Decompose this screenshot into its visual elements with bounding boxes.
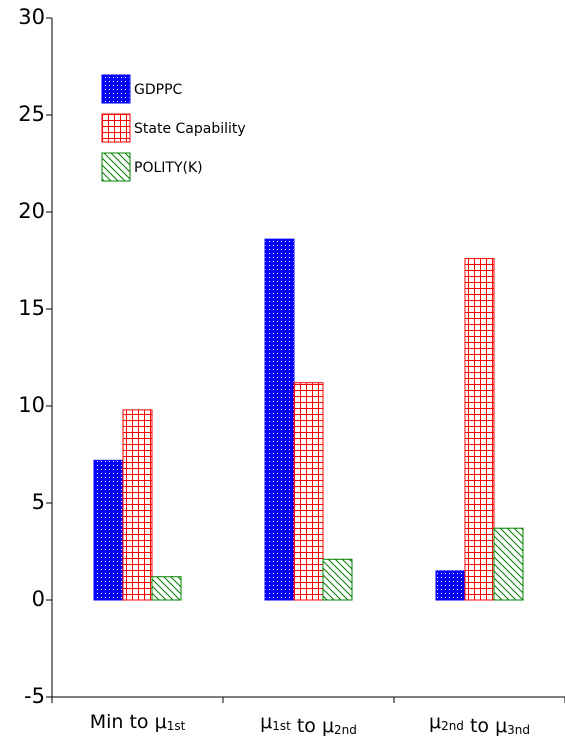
y-tick-label: 5 xyxy=(32,490,45,514)
y-tick-label: 25 xyxy=(18,102,45,126)
x-tick-label: μ1st to μ2nd xyxy=(260,711,357,737)
y-tick-label: 10 xyxy=(18,393,45,417)
legend-swatch xyxy=(101,152,131,182)
bar xyxy=(322,558,353,601)
legend-swatch xyxy=(101,74,131,104)
bar xyxy=(264,238,295,601)
bar xyxy=(122,409,153,601)
y-tick-label: 15 xyxy=(18,296,45,320)
bar xyxy=(464,258,495,601)
x-tick-label: μ2nd to μ3nd xyxy=(429,711,530,737)
legend-label: POLITY(K) xyxy=(134,160,203,176)
bar xyxy=(435,570,466,601)
bar xyxy=(493,527,524,601)
bar xyxy=(151,576,182,601)
legend-label: State Capability xyxy=(134,121,246,137)
x-tick-label: Min to μ1st xyxy=(90,711,186,733)
y-tick-label: 30 xyxy=(18,5,45,29)
bar xyxy=(293,382,324,601)
y-tick-label: -5 xyxy=(24,684,45,708)
y-tick-label: 0 xyxy=(32,587,45,611)
legend-label: GDPPC xyxy=(134,82,183,98)
bar xyxy=(93,459,124,601)
y-tick-label: 20 xyxy=(18,199,45,223)
legend-swatch xyxy=(101,113,131,143)
